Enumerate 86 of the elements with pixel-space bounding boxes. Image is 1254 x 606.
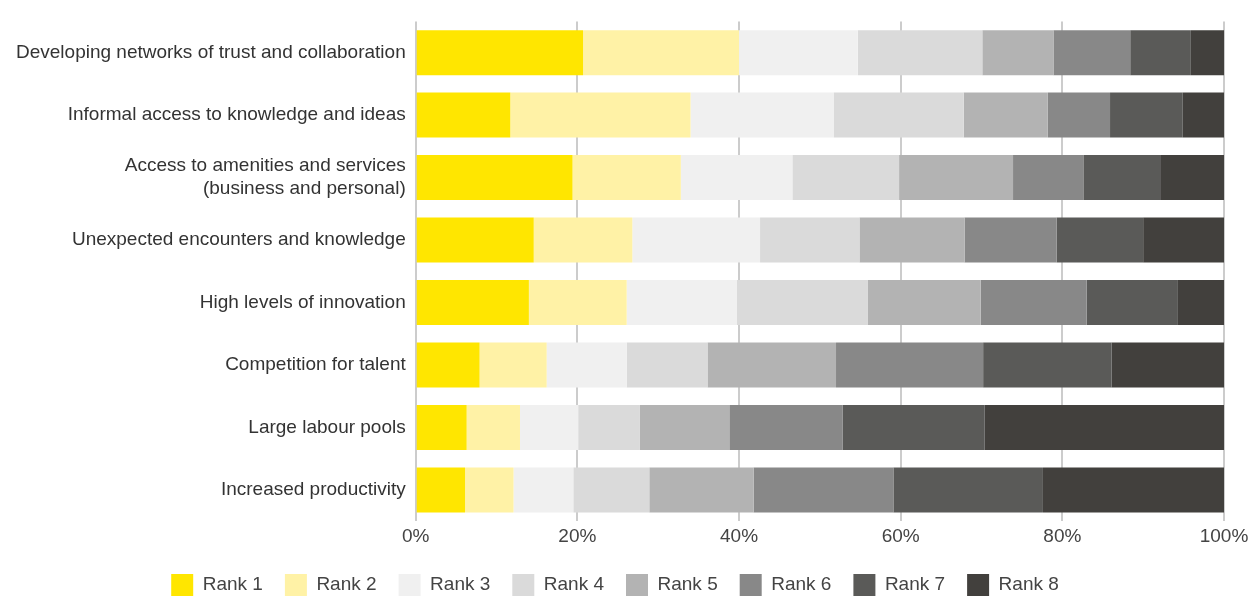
bar [416,217,534,263]
bar [899,155,1014,201]
y-tick-label: Developing networks of trust and collaboration [15,40,406,62]
bar [984,405,1224,450]
bar [416,342,480,388]
y-tick-label: Competition for talent [225,353,407,375]
bar [1143,217,1224,263]
bar [836,342,984,388]
x-tick-label: 80% [1043,524,1082,546]
bar [626,342,708,388]
bar [893,467,1043,513]
bar [760,217,860,263]
bar [982,30,1054,76]
bar [632,217,761,263]
bar [546,342,627,388]
bar [466,405,520,450]
bar [416,155,573,201]
bar [1013,155,1084,201]
bar [533,217,633,263]
bar [583,30,740,76]
bar [792,155,900,201]
bar [1160,155,1224,201]
bar [707,342,837,388]
legend-label: Rank 1 [202,573,263,595]
bar [572,155,681,201]
bar [1182,92,1224,138]
bar [964,217,1057,263]
bar [1086,280,1178,326]
bar [867,280,981,326]
bar [842,405,985,450]
y-tick-label: Large labour pools [248,415,406,437]
bar [626,280,737,326]
x-tick-label: 60% [881,524,920,546]
bar [753,467,894,513]
bar [416,405,467,450]
legend-label: Rank 6 [771,573,832,595]
legend-label: Rank 3 [430,573,491,595]
bar [1177,280,1224,326]
legend-label: Rank 7 [884,573,946,595]
bar [963,92,1048,138]
bar [1047,92,1111,138]
bar [680,155,793,201]
bar [1111,342,1224,388]
y-tick-label: High levels of innovation [199,290,406,312]
bar [980,280,1087,326]
y-tick-label: Access to amenities and services (business and personal) [124,154,406,199]
y-tick-label: Informal access to knowledge and ideas [67,103,406,125]
bar [736,280,868,326]
bar [859,217,965,263]
bar [510,92,691,138]
bar [416,92,511,138]
x-tick-label: 40% [720,524,759,546]
bar [465,467,514,513]
bar [416,280,529,326]
bar [416,467,466,513]
bar [833,92,964,138]
bar [1110,92,1183,138]
bar [857,30,983,76]
bar [649,467,754,513]
y-tick-label: Unexpected encounters and knowledge [71,228,406,250]
bar [1083,155,1161,201]
bar [1042,467,1224,513]
bar [729,405,843,450]
bar [416,30,584,76]
legend-label: Rank 4 [543,573,605,595]
x-tick-label: 100% [1199,524,1249,546]
bar [690,92,834,138]
legend-label: Rank 8 [998,573,1059,595]
bar [528,280,627,326]
bar [513,467,574,513]
legend-label: Rank 2 [316,573,377,595]
x-tick-label: 0% [401,524,430,546]
y-tick-label: Increased productivity [220,478,407,500]
bar [519,405,579,450]
bar [1053,30,1131,76]
bar [479,342,547,388]
bar [739,30,858,76]
legend-label: Rank 5 [657,573,718,595]
bar [1190,30,1224,76]
bar [1130,30,1191,76]
x-tick-label: 20% [558,524,597,546]
bar [1056,217,1144,263]
bar [573,467,650,513]
bar [983,342,1112,388]
bar [639,405,730,450]
bar [578,405,640,450]
